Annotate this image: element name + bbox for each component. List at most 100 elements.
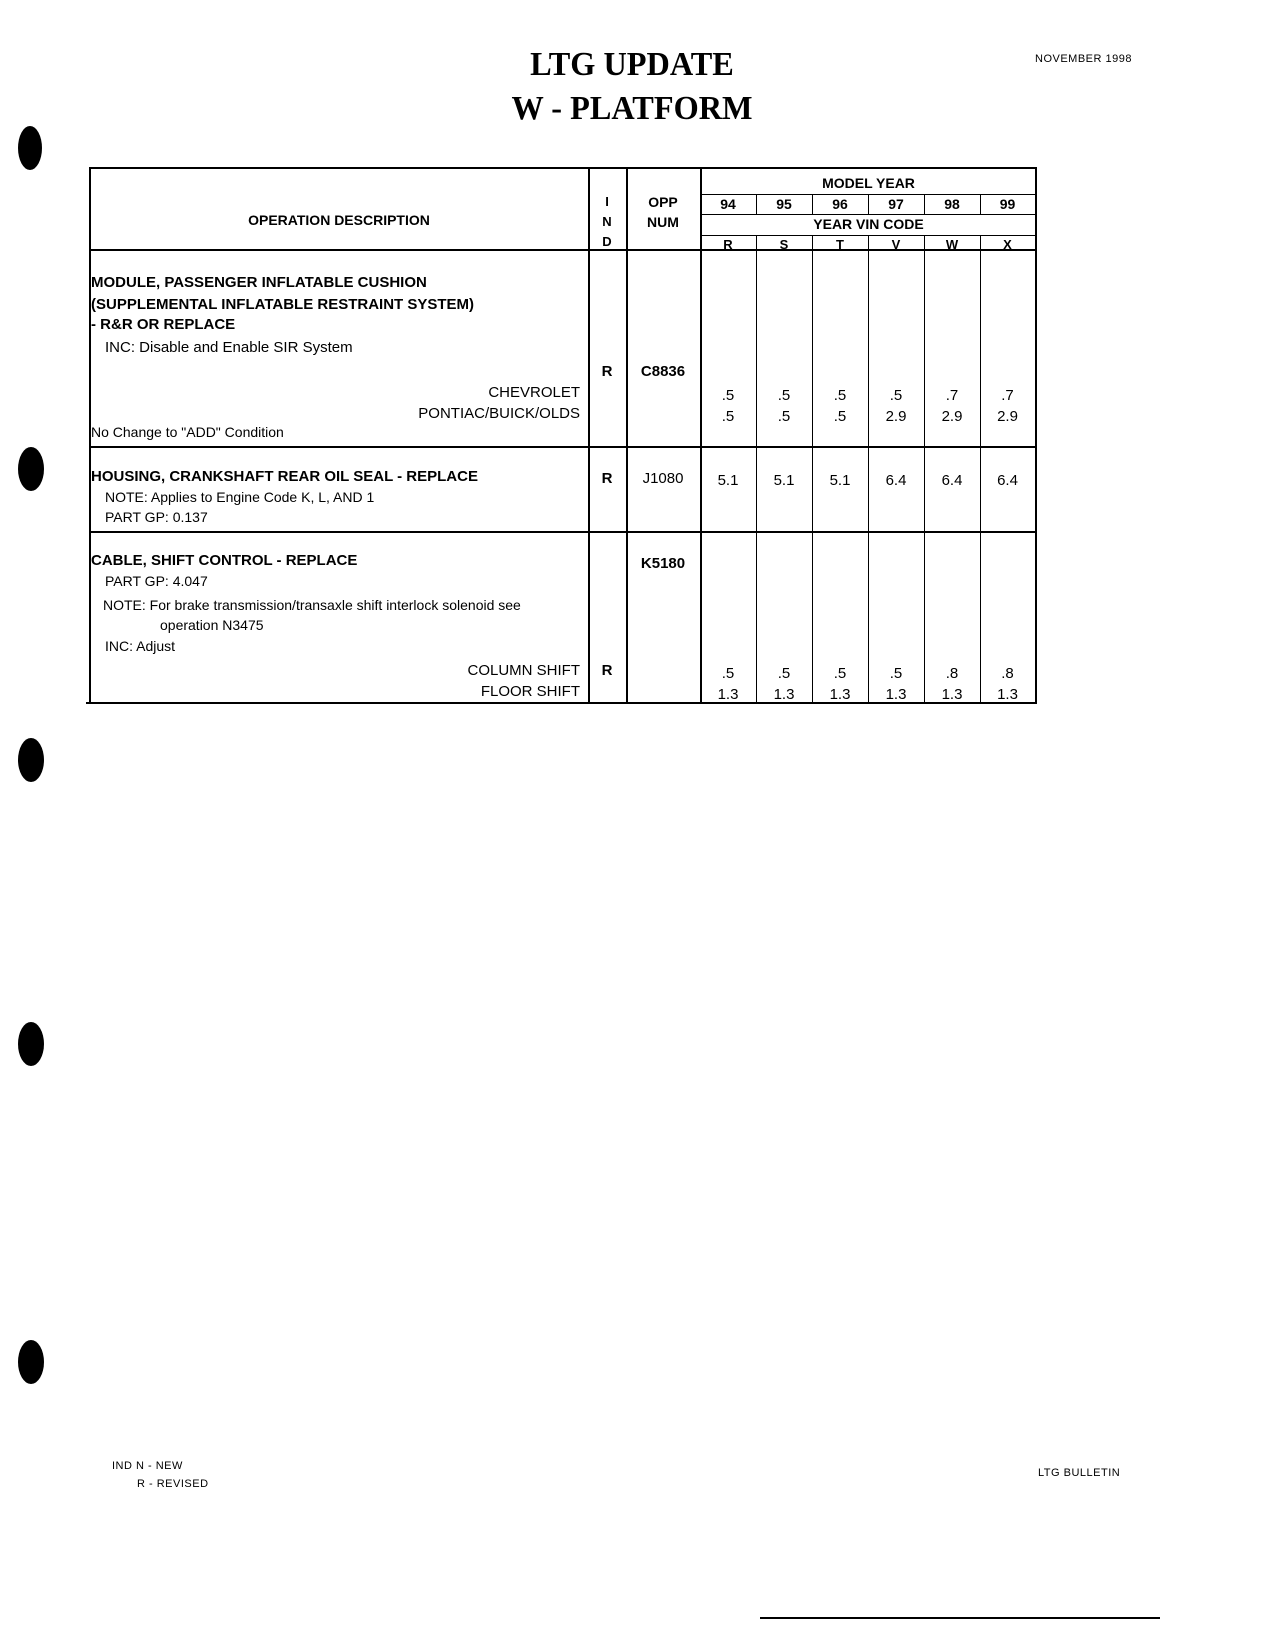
labor-time-value: 1.3 [941, 686, 963, 703]
table-rule [86, 702, 1037, 704]
ind-legend-revised: R - REVISED [137, 1478, 209, 1490]
labor-time-value: 5.1 [717, 472, 739, 489]
operation-line: INC: Disable and Enable SIR System [105, 339, 353, 356]
labor-time-value: 1.3 [997, 686, 1018, 703]
punch-hole [18, 738, 44, 782]
opp-number: K5180 [640, 555, 686, 572]
table-rule [980, 194, 981, 215]
model-year-label: MODEL YEAR [822, 175, 915, 191]
punch-hole [18, 1022, 44, 1066]
labor-time-value: 6.4 [885, 472, 907, 489]
vin-code: V [891, 237, 901, 252]
punch-hole [18, 126, 42, 170]
table-rule [89, 167, 1037, 169]
punch-hole [18, 1340, 44, 1384]
page-title: LTG UPDATE [530, 46, 734, 83]
ind-legend-new: IND N - NEW [112, 1460, 183, 1472]
vin-code: W [945, 237, 959, 252]
labor-time-value: .7 [945, 387, 959, 404]
document-date: NOVEMBER 1998 [1035, 53, 1132, 65]
table-rule [588, 167, 590, 704]
labor-time-value: .5 [833, 387, 847, 404]
labor-time-value: 1.3 [773, 686, 795, 703]
ind-code: R [601, 363, 613, 380]
vin-code-label: YEAR VIN CODE [813, 216, 924, 232]
scan-edge-line [760, 1617, 1160, 1619]
variant-label: PONTIAC/BUICK/OLDS [418, 405, 580, 422]
opp-number: J1080 [642, 470, 684, 487]
punch-hole [18, 447, 44, 491]
operation-line: CABLE, SHIFT CONTROL - REPLACE [91, 552, 358, 569]
table-rule [868, 235, 869, 704]
table-rule [700, 167, 702, 704]
labor-time-value: .5 [833, 408, 847, 425]
labor-time-value: .5 [721, 387, 735, 404]
labor-time-value: .5 [777, 387, 791, 404]
operation-line: PART GP: 0.137 [105, 509, 208, 525]
variant-label: FLOOR SHIFT [480, 683, 580, 700]
model-year: 98 [944, 196, 960, 212]
table-rule [89, 249, 1037, 251]
labor-time-value: .5 [721, 408, 735, 425]
ind-code: R [601, 662, 613, 679]
operation-line: HOUSING, CRANKSHAFT REAR OIL SEAL - REPL… [91, 468, 478, 485]
variant-label: CHEVROLET [488, 384, 580, 401]
table-rule [89, 446, 1037, 448]
labor-time-value: 6.4 [941, 472, 963, 489]
column-header-ind: D [602, 234, 612, 249]
model-year: 95 [776, 196, 792, 212]
labor-time-value: 6.4 [997, 472, 1018, 489]
operation-line: NOTE: For brake transmission/transaxle s… [103, 597, 521, 613]
labor-time-value: .8 [945, 665, 959, 682]
labor-time-value: 2.9 [997, 408, 1018, 425]
labor-time-value: .5 [777, 408, 791, 425]
operation-line: operation N3475 [160, 617, 264, 633]
bulletin-label: LTG BULLETIN [1038, 1467, 1121, 1479]
column-header-description: OPERATION DESCRIPTION [248, 212, 430, 228]
column-header-ind: N [602, 214, 612, 229]
labor-time-value: .8 [1001, 665, 1014, 682]
labor-time-value: .5 [833, 665, 847, 682]
vin-code: T [836, 237, 844, 252]
table-rule [756, 194, 757, 215]
model-year: 99 [999, 196, 1016, 212]
variant-label: COLUMN SHIFT [467, 662, 581, 679]
operation-footer: No Change to "ADD" Condition [91, 424, 284, 440]
labor-time-value: 2.9 [885, 408, 907, 425]
table-rule [924, 235, 925, 704]
model-year: 97 [888, 196, 904, 212]
operation-line: INC: Adjust [105, 638, 176, 654]
operation-line: NOTE: Applies to Engine Code K, L, AND 1 [105, 489, 375, 505]
table-rule [1035, 167, 1037, 704]
labor-time-value: 1.3 [829, 686, 851, 703]
labor-time-value: .5 [777, 665, 791, 682]
opp-number: C8836 [640, 363, 686, 380]
labor-time-value: 1.3 [717, 686, 739, 703]
operation-line: - R&R OR REPLACE [91, 316, 236, 333]
model-year: 94 [720, 196, 736, 212]
table-rule [924, 194, 925, 215]
vin-code: S [779, 237, 789, 252]
table-rule [756, 235, 757, 704]
labor-time-value: 2.9 [941, 408, 963, 425]
column-header-opp: NUM [647, 214, 679, 230]
labor-time-value: .5 [721, 665, 735, 682]
model-year: 96 [832, 196, 848, 212]
column-header-ind: I [605, 194, 609, 209]
operation-line: MODULE, PASSENGER INFLATABLE CUSHION [91, 274, 427, 291]
labor-time-value: .5 [889, 665, 903, 682]
labor-time-value: 5.1 [773, 472, 795, 489]
labor-time-value: 5.1 [829, 472, 851, 489]
table-rule [812, 235, 813, 704]
operation-line: PART GP: 4.047 [105, 573, 208, 589]
column-header-opp: OPP [648, 194, 678, 210]
operation-line: (SUPPLEMENTAL INFLATABLE RESTRAINT SYSTE… [91, 296, 475, 313]
labor-time-value: 1.3 [885, 686, 907, 703]
page-subtitle: W - PLATFORM [511, 90, 753, 127]
table-rule [980, 235, 981, 704]
table-rule [868, 194, 869, 215]
ind-code: R [601, 470, 613, 487]
labor-time-value: .7 [1001, 387, 1014, 404]
table-rule [89, 167, 91, 704]
